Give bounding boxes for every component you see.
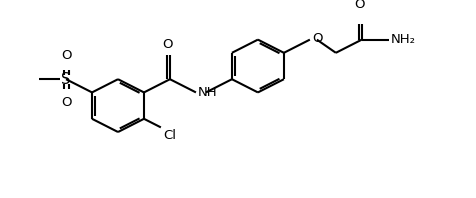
Text: O: O: [60, 50, 71, 63]
Text: O: O: [354, 0, 364, 11]
Text: NH₂: NH₂: [390, 33, 415, 46]
Text: O: O: [162, 38, 173, 51]
Text: Cl: Cl: [162, 129, 176, 142]
Text: O: O: [311, 32, 322, 45]
Text: S: S: [61, 72, 70, 87]
Text: O: O: [60, 96, 71, 109]
Text: NH: NH: [198, 86, 217, 99]
